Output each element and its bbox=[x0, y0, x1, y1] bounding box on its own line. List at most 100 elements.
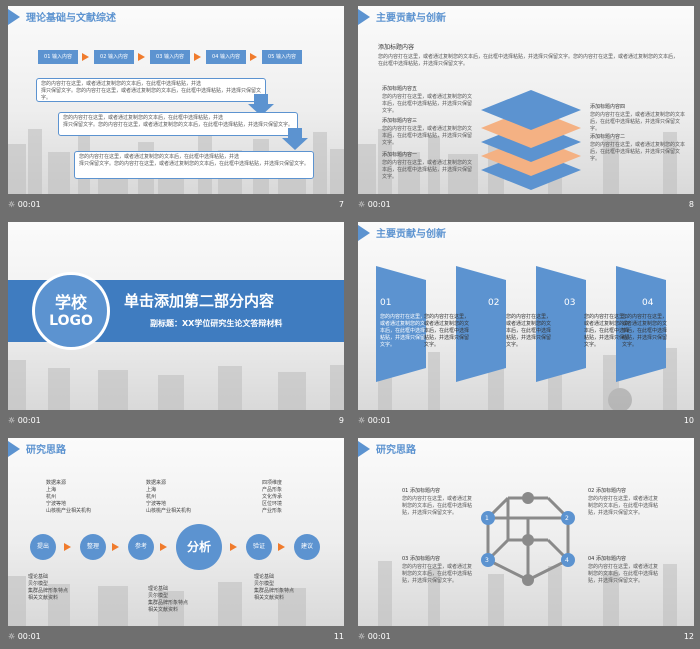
item-title-1: 01 添加标题内容 bbox=[402, 488, 440, 494]
slide-canvas: 研究思路 1 2 3 4 01 添加标题内容 您的内容打在这里，或者通过复制您的… bbox=[358, 438, 694, 626]
label-line: 上海 bbox=[146, 487, 157, 493]
label-line: 贝尔模型 bbox=[254, 581, 275, 587]
item-text-2: 您的内容打在这里，或者通过复制您的文本后，在此框中选择粘贴，并选择只保留文字。 bbox=[588, 496, 659, 516]
label-line: 产业形象 bbox=[262, 508, 283, 514]
right-label-1: 添加标题内容四 bbox=[590, 104, 626, 110]
step-box-2: 02 输入内容 bbox=[94, 50, 134, 64]
logo-line-1: 学校 bbox=[54, 293, 87, 312]
slide-number: 9 bbox=[338, 416, 344, 425]
slide-thumb-8[interactable]: 主要贡献与创新 添加标题内容 您的内容打在这里，或者通过复制您的文本后，在此框中… bbox=[350, 0, 700, 216]
right-text-2: 您的内容打在这里，或者通过复制您的文本后，在此框中选择粘贴，并选择只保留文字。 bbox=[590, 142, 686, 162]
text-line: 您的内容打在这里，或者通过复制您的文本后，在此框中选择粘贴，并选 bbox=[79, 154, 240, 160]
slide-thumb-11[interactable]: 研究思路 数据来源 上海 杭州 宁波等地 山核桃产业相关机构 数据来源 上海 杭州 宁波等地山… bbox=[0, 432, 350, 648]
step-panel-3 bbox=[536, 266, 586, 382]
slide-number: 10 bbox=[683, 416, 694, 425]
layered-diamond-graphic bbox=[481, 90, 581, 190]
arrow-right-icon bbox=[160, 543, 167, 551]
top-group-3: 四项维度 产品形象 文化传承 区位环境 产业形象 bbox=[262, 480, 282, 515]
slide-title: 主要贡献与创新 bbox=[376, 13, 446, 24]
step-panel-1 bbox=[376, 266, 426, 382]
cube-network-graphic bbox=[481, 492, 575, 586]
step-box-3: 03 输入内容 bbox=[150, 50, 190, 64]
down-arrow-icon bbox=[282, 128, 308, 150]
section-subtitle: 副标题：XX学位研究生论文答辩材料 bbox=[150, 319, 283, 328]
slide-canvas: 主要贡献与创新 添加标题内容 您的内容打在这里，或者通过复制您的文本后，在此框中… bbox=[358, 6, 694, 194]
label-line: 相关文献资料 bbox=[148, 607, 179, 613]
time-value: 00:01 bbox=[17, 416, 41, 425]
slide-footer: ☼ 00:01 9 bbox=[8, 414, 344, 428]
right-label-2: 添加标题内容二 bbox=[590, 134, 626, 140]
item-text-4: 您的内容打在这里，或者通过复制您的文本后，在此框中选择粘贴，并选择只保留文字。 bbox=[588, 564, 659, 584]
text-line: 您的内容打在这里，或者通过复制您的文本后，在此框中选择粘贴，并选 bbox=[41, 81, 202, 87]
right-text-1: 您的内容打在这里，或者通过复制您的文本后，在此框中选择粘贴，并选择只保留文字。 bbox=[590, 112, 686, 132]
slide-title: 理论基础与文献综述 bbox=[26, 13, 116, 24]
step-text-3: 您的内容打在这里，或者通过复制您的文本后，在此框中选择粘贴，并选择只保留文字。 bbox=[506, 314, 552, 348]
label-line: 文化传承 bbox=[262, 494, 283, 500]
slide-thumb-12[interactable]: 研究思路 1 2 3 4 01 添加标题内容 您的内容打在这里，或者通过复制您的… bbox=[350, 432, 700, 648]
flow-node-5: 验证 bbox=[246, 534, 272, 560]
time-value: 00:01 bbox=[367, 416, 391, 425]
flow-node-3: 参考 bbox=[128, 534, 154, 560]
label-line: 贝尔模型 bbox=[28, 581, 49, 587]
slide-header: 研究思路 bbox=[8, 438, 344, 460]
label-line: 区位环境 bbox=[262, 501, 283, 507]
text-line: 您的内容打在这里，或者通过复制您的文本后，在此框中选择粘贴，并选 bbox=[63, 115, 224, 121]
label-line: 集群品牌形象特点 bbox=[28, 588, 69, 594]
slide-canvas: 研究思路 数据来源 上海 杭州 宁波等地 山核桃产业相关机构 数据来源 上海 杭州 宁波等地山… bbox=[8, 438, 344, 626]
label-line: 理论基础 bbox=[148, 586, 169, 592]
item-text-1: 您的内容打在这里，或者通过复制您的文本后，在此框中选择粘贴，并选择只保留文字。 bbox=[402, 496, 473, 516]
slide-time: ☼ 00:01 bbox=[358, 200, 391, 209]
slide-thumb-7[interactable]: 理论基础与文献综述 01 输入内容 02 输入内容 03 输入内容 04 输入内… bbox=[0, 0, 350, 216]
triangle-icon bbox=[358, 225, 370, 241]
node-num-2: 2 bbox=[565, 515, 569, 522]
flow-node-2: 整理 bbox=[80, 534, 106, 560]
label-line: 相关文献资料 bbox=[254, 595, 285, 601]
item-text-3: 您的内容打在这里，或者通过复制您的文本后，在此框中选择粘贴，并选择只保留文字。 bbox=[402, 564, 473, 584]
step-text-4: 您的内容打在这里，或者通过复制您的文本后，在此框中选择粘贴，并选择只保留文字。 bbox=[584, 314, 630, 348]
step-box-1: 01 输入内容 bbox=[38, 50, 78, 64]
text-box-1: 您的内容打在这里，或者通过复制您的文本后，在此框中选择粘贴，并选 择只保留文字。您… bbox=[36, 78, 266, 102]
triangle-icon bbox=[8, 441, 20, 457]
text-line: 择只保留文字。您的内容打在这里，或者通过复制您的文本后，在此框中选择粘贴，并选择… bbox=[41, 88, 262, 101]
label-line: 集群品牌形象特点 bbox=[148, 600, 189, 606]
label-line: 宁波等地 bbox=[46, 501, 67, 507]
down-arrow-icon bbox=[248, 94, 274, 116]
node-num-1: 1 bbox=[485, 515, 489, 522]
arrow-right-icon bbox=[278, 543, 285, 551]
slide-footer: ☼ 00:01 10 bbox=[358, 414, 694, 428]
city-background-image bbox=[378, 561, 677, 626]
slide-footer: ☼ 00:01 8 bbox=[358, 198, 694, 212]
label-line: 宁波等地 bbox=[146, 501, 167, 507]
arrow-right-icon bbox=[64, 543, 71, 551]
slide-time: ☼ 00:01 bbox=[8, 200, 41, 209]
bottom-group-1: 理论基础 贝尔模型 集群品牌形象特点 相关文献资料 bbox=[28, 574, 68, 602]
flow-node-1: 提出 bbox=[30, 534, 56, 560]
text-line: 择只保留文字。您的内容打在这里，或者通过复制您的文本后，在此框中选择粘贴，并选择… bbox=[79, 161, 310, 167]
content-paragraph: 您的内容打在这里，或者通过复制您的文本后，在此框中选择粘贴，并选择只保留文字。您… bbox=[378, 54, 679, 67]
slide-thumb-10[interactable]: 主要贡献与创新 01 您的内容打在这里，或者通过复制您的文本后，在此框中选择粘贴… bbox=[350, 216, 700, 432]
label-line: 理论基础 bbox=[28, 574, 49, 580]
flow-node-4: 分析 bbox=[176, 524, 222, 570]
bottom-group-2: 理论基础 贝尔模型 集群品牌形象特点 相关文献资料 bbox=[148, 586, 188, 614]
step-number-1: 01 bbox=[380, 298, 392, 308]
label-line: 山核桃产业相关机构 bbox=[46, 508, 92, 514]
step-box-4: 04 输入内容 bbox=[206, 50, 246, 64]
arrow-right-icon bbox=[112, 543, 119, 551]
top-group-1: 数据来源 上海 杭州 宁波等地 山核桃产业相关机构 bbox=[46, 480, 91, 515]
left-text-3: 您的内容打在这里，或者通过复制您的文本后，在此框中选择粘贴，并选择只保留文字。 bbox=[382, 160, 473, 180]
step-number-4: 04 bbox=[642, 298, 654, 308]
slide-header: 研究思路 bbox=[358, 438, 694, 460]
text-line: 择只保留文字。您的内容打在这里，或者通过复制您的文本后，在此框中选择粘贴，并选择… bbox=[63, 122, 294, 128]
step-number-2: 02 bbox=[488, 298, 500, 308]
city-background-image bbox=[8, 576, 306, 626]
slide-time: ☼ 00:01 bbox=[8, 632, 41, 641]
slide-thumb-9[interactable]: 学校 LOGO 单击添加第二部分内容 副标题：XX学位研究生论文答辩材料 ☼ 0… bbox=[0, 216, 350, 432]
left-label-1: 添加标题内容五 bbox=[382, 86, 418, 92]
label-line: 杭州 bbox=[146, 494, 157, 500]
arrow-right-icon bbox=[230, 543, 237, 551]
slide-number: 11 bbox=[333, 632, 344, 641]
time-value: 00:01 bbox=[367, 200, 391, 209]
label-line: 杭州 bbox=[46, 494, 57, 500]
node-num-3: 3 bbox=[485, 557, 489, 564]
